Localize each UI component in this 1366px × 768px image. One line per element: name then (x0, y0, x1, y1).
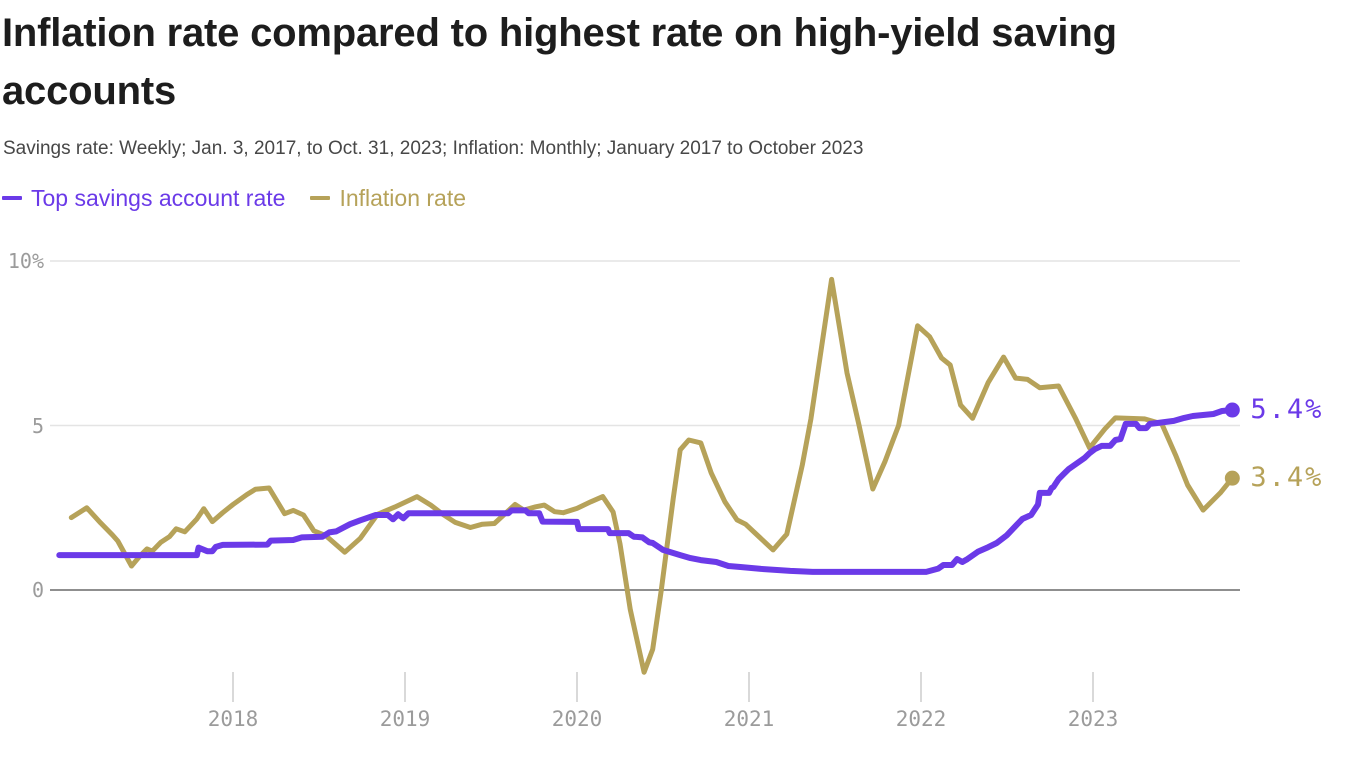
end-label-inflation-rate: 3.4% (1250, 462, 1324, 494)
y-axis-label-0: 0 (31, 578, 44, 602)
inflation-line-swatch-icon (310, 196, 331, 200)
chart-subtitle: Savings rate: Weekly; Jan. 3, 2017, to O… (3, 138, 864, 159)
x-axis-label-2020: 2020 (551, 707, 603, 731)
end-label-savings-rate: 5.4% (1250, 394, 1324, 426)
x-axis-label-2022: 2022 (895, 707, 947, 731)
series-line-savings (56, 407, 1236, 575)
series-end-dot-savings (1224, 402, 1240, 418)
page-title: Inflation rate compared to highest rate … (2, 4, 1262, 120)
series-line-inflation (68, 276, 1235, 675)
legend-label-inflation: Inflation rate (339, 185, 467, 211)
page-title-line2: accounts (2, 69, 177, 113)
legend-item-inflation: Inflation rate (310, 184, 466, 212)
x-axis-label-2021: 2021 (723, 707, 775, 731)
series-end-dot-inflation (1224, 470, 1240, 486)
y-axis-label-10: 10% (7, 249, 44, 273)
savings-line-swatch-icon (2, 196, 22, 200)
page-title-line1: Inflation rate compared to highest rate … (2, 11, 1117, 55)
legend-label-savings: Top savings account rate (31, 185, 286, 211)
legend: Top savings account rate Inflation rate (2, 184, 466, 212)
x-axis-label-2023: 2023 (1067, 707, 1119, 731)
legend-item-savings: Top savings account rate (2, 184, 285, 212)
x-axis-label-2018: 2018 (207, 707, 259, 731)
y-axis-label-5: 5 (31, 413, 44, 438)
x-axis-label-2019: 2019 (379, 707, 431, 731)
